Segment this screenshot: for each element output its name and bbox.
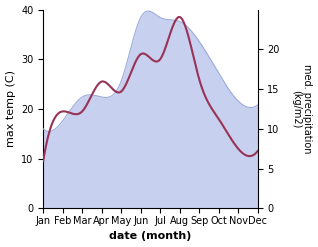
X-axis label: date (month): date (month) (109, 231, 192, 242)
Y-axis label: max temp (C): max temp (C) (5, 70, 16, 147)
Y-axis label: med. precipitation
(kg/m2): med. precipitation (kg/m2) (291, 64, 313, 154)
